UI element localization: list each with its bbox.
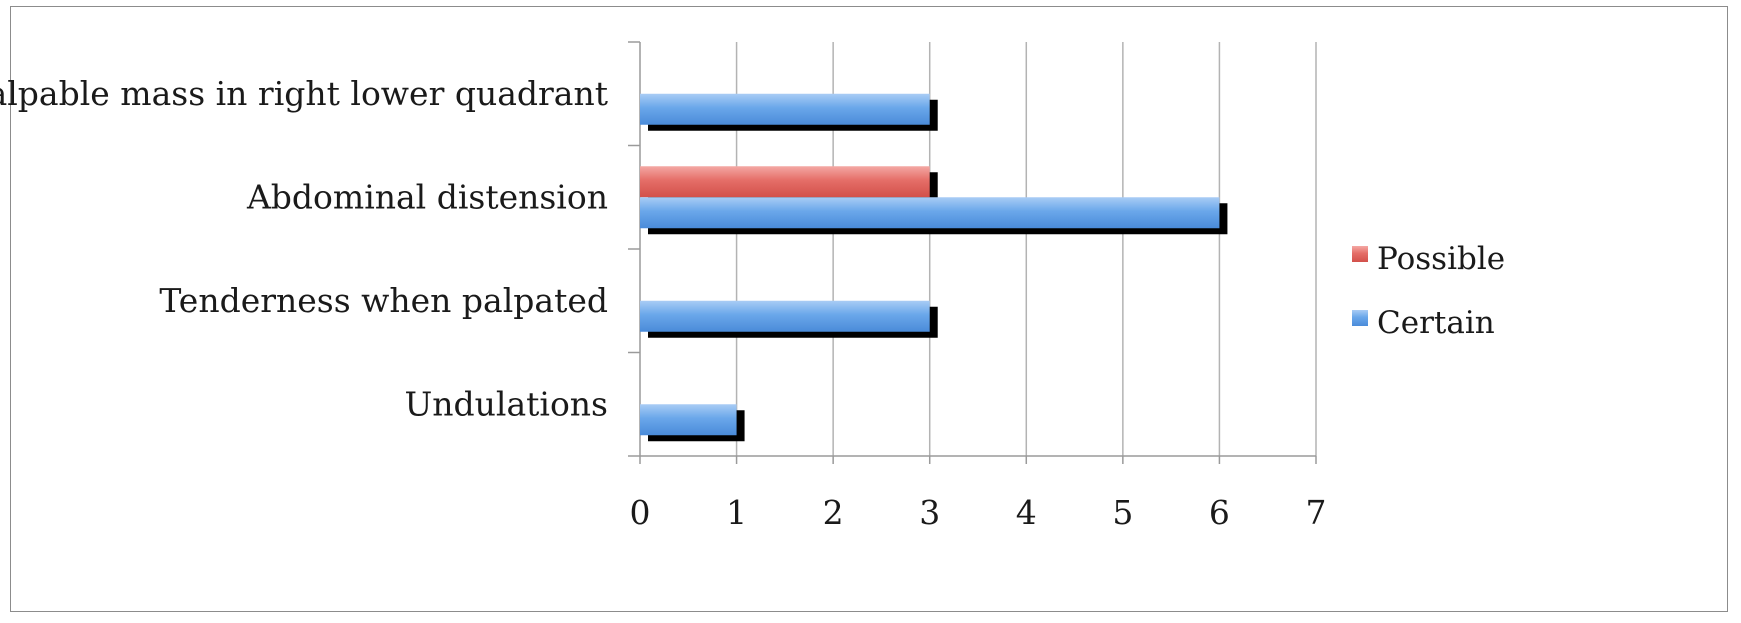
x-tick-label: 6: [1209, 493, 1230, 532]
category-labels: Palpable mass in right lower quadrant Abd…: [0, 74, 608, 424]
x-tick-label: 5: [1112, 493, 1133, 532]
x-tick-label: 3: [919, 493, 940, 532]
legend-label-certain: Certain: [1377, 305, 1495, 341]
category-label: Tenderness when palpated: [159, 281, 608, 320]
category-label: Palpable mass in right lower quadrant: [0, 74, 608, 113]
bar-certain-4: [640, 404, 737, 436]
bar-certain-2: [640, 197, 1220, 229]
bars: [640, 93, 1228, 442]
x-tick-label: 4: [1016, 493, 1037, 532]
bar-possible-2: [640, 166, 930, 198]
category-label: Undulations: [404, 384, 608, 423]
x-tick-label: 1: [726, 493, 747, 532]
legend-swatch-certain: [1352, 310, 1368, 326]
bar-certain-1: [640, 93, 930, 125]
x-tick-label: 0: [630, 493, 651, 532]
legend-swatch-possible: [1352, 246, 1368, 262]
x-tick-label: 7: [1306, 493, 1327, 532]
x-tick-labels: 0 1 2 3 4 5 6 7: [630, 493, 1327, 532]
x-tick-label: 2: [823, 493, 844, 532]
category-label: Abdominal distension: [246, 177, 608, 216]
bar-certain-3: [640, 300, 930, 332]
legend: Possible Certain: [1352, 241, 1505, 341]
legend-label-possible: Possible: [1377, 241, 1505, 277]
